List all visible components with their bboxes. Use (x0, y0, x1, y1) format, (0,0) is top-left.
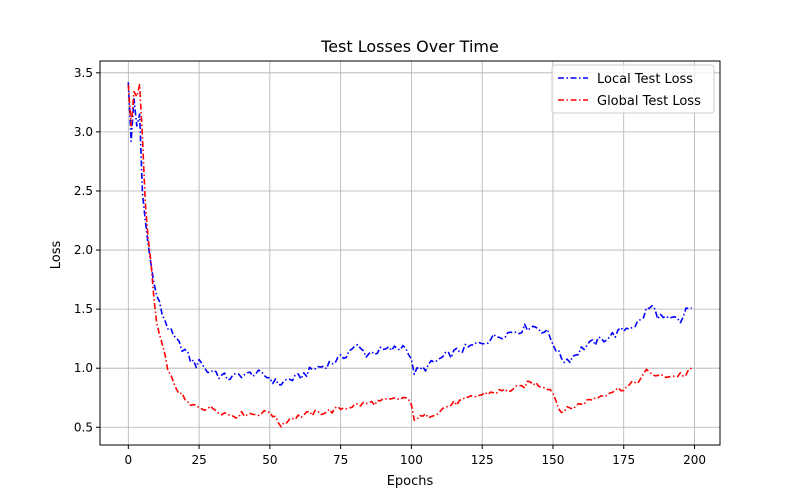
y-tick-label: 3.5 (74, 66, 93, 80)
x-tick-label: 175 (612, 453, 635, 467)
y-tick-label: 0.5 (74, 420, 93, 434)
x-tick-label: 0 (124, 453, 132, 467)
y-tick-label: 1.5 (74, 302, 93, 316)
x-axis-label: Epochs (387, 474, 434, 489)
series-line-global-test-loss (127, 83, 692, 428)
x-tick-label: 50 (262, 453, 277, 467)
legend-label-local: Local Test Loss (597, 72, 693, 87)
y-tick-label: 2.0 (74, 243, 93, 257)
x-tick-label: 150 (542, 453, 565, 467)
chart-title: Test Losses Over Time (320, 37, 499, 56)
x-tick-label: 200 (683, 453, 706, 467)
legend-frame (551, 64, 715, 114)
x-tick-label: 125 (471, 453, 494, 467)
grid-lines (100, 61, 720, 445)
x-tick-label: 75 (333, 453, 348, 467)
legend-label-global: Global Test Loss (597, 94, 701, 109)
y-axis-label: Loss (49, 241, 64, 270)
x-tick-label: 25 (191, 453, 206, 467)
legend: Local Test Loss Global Test Loss (551, 64, 715, 114)
series-lines (127, 82, 692, 428)
y-tick-label: 3.0 (74, 125, 93, 139)
series-line-local-test-loss (127, 82, 692, 386)
plot-frame (99, 60, 721, 446)
y-tick-label: 1.0 (74, 361, 93, 375)
y-tick-label: 2.5 (74, 184, 93, 198)
axes: 0 25 50 75 100 125 150 175 200 0.5 1.0 1.5 2.0 2.5 3.0… (74, 60, 721, 467)
x-tick-label: 100 (400, 453, 423, 467)
